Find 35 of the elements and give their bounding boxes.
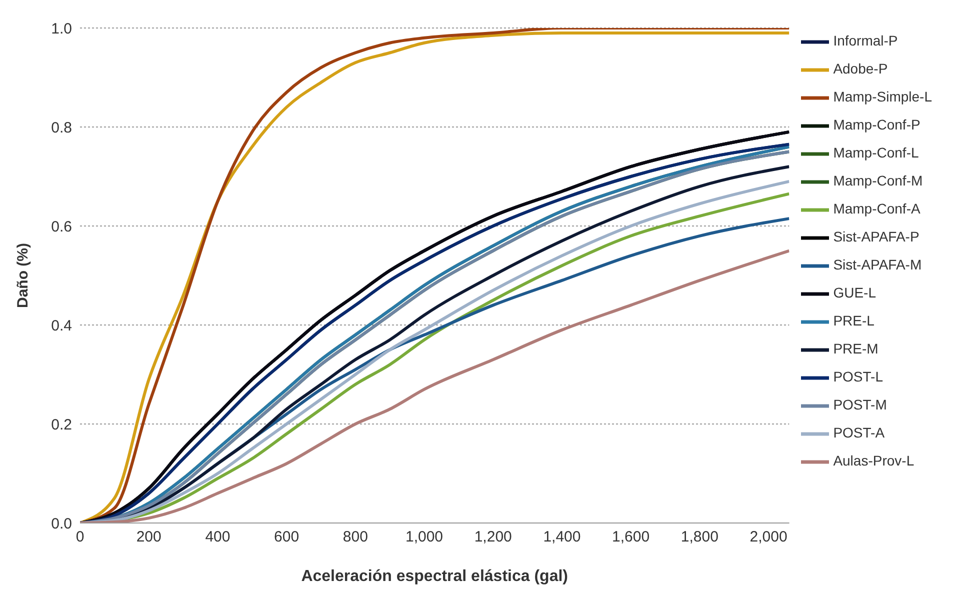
y-tick-label: 0.8: [51, 119, 72, 136]
legend-label: GUE-L: [833, 284, 876, 301]
legend-label: POST-L: [833, 368, 883, 385]
x-tick-label: 1,600: [612, 528, 650, 546]
y-axis-title: Daño (%): [14, 243, 32, 308]
x-tick-label: 2,000: [750, 528, 788, 546]
legend-label: POST-M: [833, 396, 887, 413]
x-tick-label: 400: [205, 528, 230, 546]
x-tick-label: 1,200: [474, 528, 512, 546]
x-tick-label: 600: [274, 528, 300, 546]
legend-label: Informal-P: [833, 32, 898, 49]
y-tick-label: 0.6: [51, 218, 72, 236]
legend-label: Adobe-P: [833, 60, 888, 77]
legend-label: Sist-APAFA-P: [833, 228, 920, 245]
legend-label: POST-A: [833, 424, 885, 441]
legend-label: Mamp-Simple-L: [833, 88, 932, 105]
y-tick-label: 1.0: [51, 20, 72, 38]
x-tick-label: 1,400: [543, 528, 581, 546]
y-tick-label: 0.0: [51, 515, 72, 532]
legend-label: Mamp-Conf-M: [833, 172, 923, 189]
x-tick-label: 200: [136, 528, 162, 546]
legend-label: Aulas-Prov-L: [833, 452, 914, 469]
x-tick-label: 800: [342, 528, 368, 546]
x-tick-label: 0: [76, 528, 84, 546]
legend-label: Mamp-Conf-A: [833, 200, 920, 217]
legend-label: Mamp-Conf-L: [833, 144, 919, 161]
x-tick-label: 1,800: [680, 528, 718, 546]
legend-label: PRE-L: [833, 312, 874, 329]
legend-label: Mamp-Conf-P: [833, 116, 920, 133]
y-tick-label: 0.2: [51, 416, 72, 434]
x-axis-title: Aceleración espectral elástica (gal): [301, 568, 568, 585]
x-tick-label: 1,000: [405, 528, 444, 546]
legend-label: PRE-M: [833, 340, 878, 357]
legend-label: Sist-APAFA-M: [833, 256, 922, 273]
y-tick-label: 0.4: [51, 317, 72, 334]
